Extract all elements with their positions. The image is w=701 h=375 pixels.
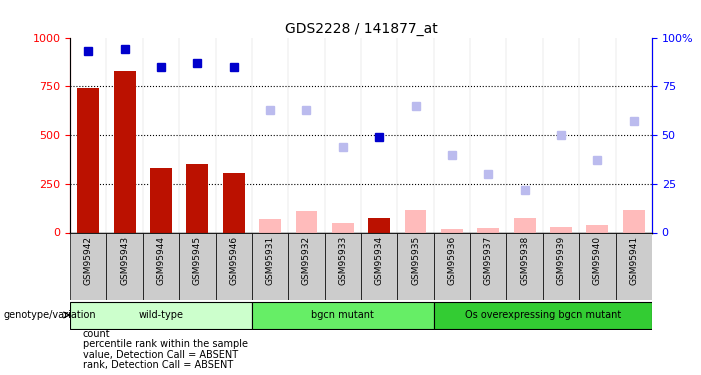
Text: GSM95942: GSM95942 [84, 236, 93, 285]
Bar [622, 210, 645, 232]
Bar [550, 226, 572, 232]
Bar [288, 232, 325, 300]
Text: GSM95944: GSM95944 [156, 236, 165, 285]
Bar [404, 210, 426, 232]
Bar [361, 232, 397, 300]
Text: GSM95939: GSM95939 [557, 236, 566, 285]
Text: GSM95945: GSM95945 [193, 236, 202, 285]
Bar [186, 164, 208, 232]
Text: GSM95943: GSM95943 [120, 236, 129, 285]
Bar [259, 219, 281, 232]
Bar [397, 232, 434, 300]
Text: wild-type: wild-type [139, 310, 184, 320]
Bar [77, 88, 100, 232]
Bar [70, 232, 107, 300]
Bar [615, 232, 652, 300]
Bar [252, 232, 288, 300]
Bar [114, 70, 135, 232]
Title: GDS2228 / 141877_at: GDS2228 / 141877_at [285, 22, 437, 36]
Bar [143, 232, 179, 300]
Bar [223, 173, 245, 232]
Bar [332, 223, 354, 232]
Text: GSM95933: GSM95933 [339, 236, 347, 285]
Bar [70, 302, 252, 328]
Bar [579, 232, 615, 300]
Text: GSM95934: GSM95934 [375, 236, 383, 285]
Bar [434, 302, 652, 328]
Text: percentile rank within the sample: percentile rank within the sample [83, 339, 247, 349]
Bar [252, 302, 434, 328]
Text: GSM95935: GSM95935 [411, 236, 420, 285]
Text: rank, Detection Call = ABSENT: rank, Detection Call = ABSENT [83, 360, 233, 370]
Text: Os overexpressing bgcn mutant: Os overexpressing bgcn mutant [465, 310, 621, 320]
Bar [216, 232, 252, 300]
Text: GSM95946: GSM95946 [229, 236, 238, 285]
Bar [441, 229, 463, 232]
Text: bgcn mutant: bgcn mutant [311, 310, 374, 320]
Text: GSM95938: GSM95938 [520, 236, 529, 285]
Text: genotype/variation: genotype/variation [4, 310, 96, 320]
Text: count: count [83, 329, 110, 339]
Bar [514, 218, 536, 232]
Text: GSM95932: GSM95932 [302, 236, 311, 285]
Bar [543, 232, 579, 300]
Bar [179, 232, 216, 300]
Text: GSM95941: GSM95941 [629, 236, 638, 285]
Bar [477, 228, 499, 232]
Bar [368, 218, 390, 232]
Bar [150, 168, 172, 232]
Bar [107, 232, 143, 300]
Text: value, Detection Call = ABSENT: value, Detection Call = ABSENT [83, 350, 238, 360]
Text: GSM95931: GSM95931 [266, 236, 275, 285]
Bar [587, 225, 608, 232]
Bar [325, 232, 361, 300]
Text: GSM95936: GSM95936 [447, 236, 456, 285]
Text: GSM95940: GSM95940 [593, 236, 602, 285]
Bar [506, 232, 543, 300]
Text: GSM95937: GSM95937 [484, 236, 493, 285]
Bar [296, 211, 318, 232]
Bar [434, 232, 470, 300]
Bar [470, 232, 506, 300]
